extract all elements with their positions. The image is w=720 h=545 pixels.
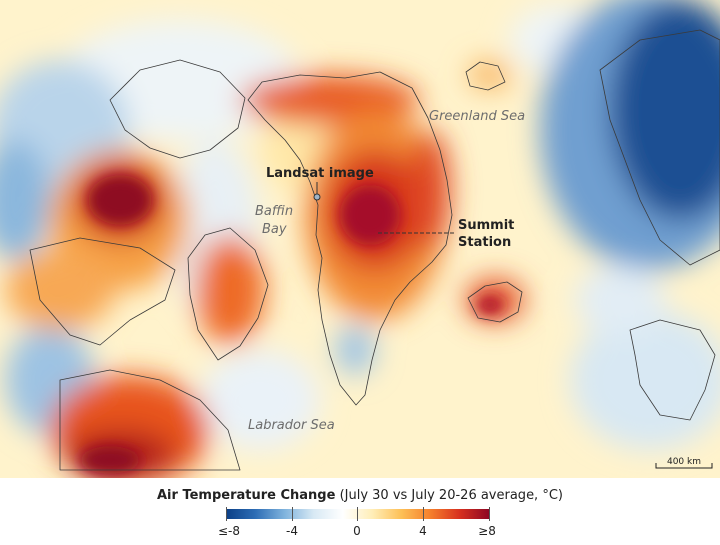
legend-tick-label-3: 0 — [353, 524, 361, 538]
arctic-islands-coast — [109, 59, 246, 159]
legend-tick-label-2: -4 — [286, 524, 298, 538]
greenland-coast — [247, 71, 453, 406]
landsat-marker — [313, 193, 321, 201]
legend-tick-5 — [489, 507, 490, 521]
label-greenland-sea: Greenland Sea — [429, 109, 525, 124]
iceland-coast — [467, 281, 523, 323]
legend-title-bold: Air Temperature Change — [157, 488, 336, 503]
label-landsat-image: Landsat image — [266, 166, 374, 181]
legend-tick-3 — [357, 507, 358, 521]
legend-tick-label-4: 4 — [419, 524, 427, 538]
coastlines — [29, 29, 720, 471]
label-summit-line1: Summit — [458, 218, 514, 233]
label-baffin-bay-line2: Bay — [262, 222, 287, 237]
baffin-island-coast — [187, 227, 269, 361]
color-legend: Air Temperature Change (July 30 vs July … — [0, 478, 720, 545]
scale-bar-label: 400 km — [667, 457, 701, 467]
temperature-field — [0, 0, 720, 478]
legend-title: Air Temperature Change (July 30 vs July … — [0, 488, 720, 503]
legend-tick-1 — [226, 507, 227, 521]
label-summit-line2: Station — [458, 235, 511, 250]
temperature-change-map: Greenland Sea Baffin Bay Labrador Sea La… — [0, 0, 720, 478]
scale-bar: 400 km — [655, 457, 713, 469]
label-labrador-sea: Labrador Sea — [248, 418, 335, 433]
legend-tick-2 — [292, 507, 293, 521]
hot-spots — [80, 175, 504, 474]
labrador-coast — [59, 369, 241, 471]
legend-tick-label-1: ≤-8 — [217, 524, 241, 538]
legend-tick-label-5: ≥8 — [478, 524, 496, 538]
hudson-bay-coast — [29, 237, 176, 346]
svalbard-coast — [465, 61, 506, 91]
label-baffin-bay-line1: Baffin — [255, 204, 293, 219]
legend-title-rest: (July 30 vs July 20-26 average, °C) — [335, 488, 563, 503]
british-isles-coast — [629, 319, 716, 421]
legend-tick-4 — [423, 507, 424, 521]
scandinavia-coast — [599, 29, 720, 266]
